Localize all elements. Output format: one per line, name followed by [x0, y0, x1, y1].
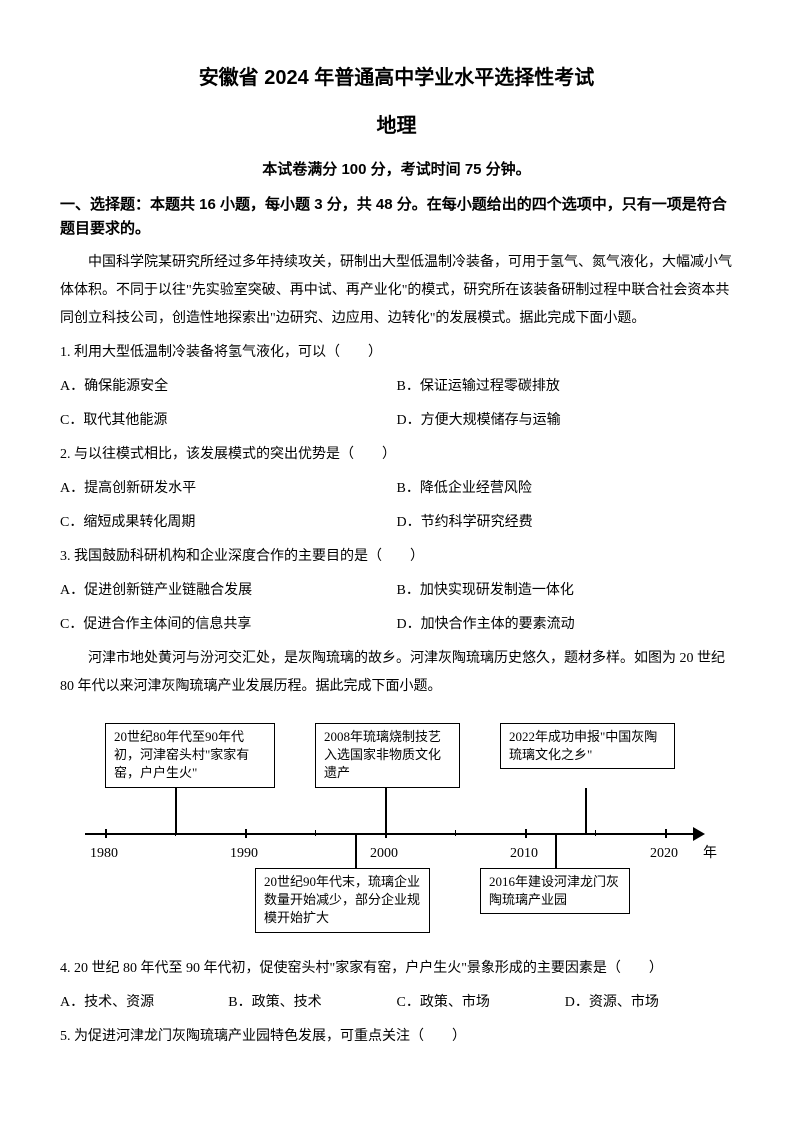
q2-stem: 2. 与以往模式相比，该发展模式的突出优势是（ ）	[60, 441, 733, 469]
q3-row2: C．促进合作主体间的信息共享 D．加快合作主体的要素流动	[60, 611, 733, 639]
q1-option-a: A．确保能源安全	[60, 373, 397, 401]
q2-option-c: C．缩短成果转化周期	[60, 509, 397, 537]
q3-option-d: D．加快合作主体的要素流动	[397, 611, 734, 639]
q4-option-d: D．资源、市场	[565, 989, 733, 1017]
tick-1990	[245, 829, 247, 838]
passage2: 河津市地处黄河与汾河交汇处，是灰陶琉璃的故乡。河津灰陶琉璃历史悠久，题材多样。如…	[60, 645, 733, 701]
q2-row1: A．提高创新研发水平 B．降低企业经营风险	[60, 475, 733, 503]
tick-2000	[385, 829, 387, 838]
timeline-diagram: 20世纪80年代至90年代初，河津窑头村"家家有窑，户户生火" 2008年琉璃烧…	[85, 713, 725, 943]
connector2	[385, 788, 387, 833]
q3-stem: 3. 我国鼓励科研机构和企业深度合作的主要目的是（ ）	[60, 543, 733, 571]
section1-header: 一、选择题：本题共 16 小题，每小题 3 分，共 48 分。在每小题给出的四个…	[60, 193, 733, 241]
timeline-axis	[85, 833, 695, 835]
q3-row1: A．促进创新链产业链融合发展 B．加快实现研发制造一体化	[60, 577, 733, 605]
title-subject: 地理	[60, 108, 733, 144]
tick-1980	[105, 829, 107, 838]
q1-row1: A．确保能源安全 B．保证运输过程零碳排放	[60, 373, 733, 401]
q3-option-a: A．促进创新链产业链融合发展	[60, 577, 397, 605]
connector4	[355, 834, 357, 868]
q4-option-c: C．政策、市场	[397, 989, 565, 1017]
axis-label: 年	[703, 841, 717, 866]
year-1980: 1980	[90, 841, 118, 866]
timeline-box1: 20世纪80年代至90年代初，河津窑头村"家家有窑，户户生火"	[105, 723, 275, 788]
q1-stem: 1. 利用大型低温制冷装备将氢气液化，可以（ ）	[60, 339, 733, 367]
minor-tick	[315, 830, 316, 836]
q2-option-b: B．降低企业经营风险	[397, 475, 734, 503]
connector5	[555, 834, 557, 868]
q1-row2: C．取代其他能源 D．方便大规模储存与运输	[60, 407, 733, 435]
q1-option-d: D．方便大规模储存与运输	[397, 407, 734, 435]
q1-option-b: B．保证运输过程零碳排放	[397, 373, 734, 401]
timeline-box3: 2022年成功申报"中国灰陶琉璃文化之乡"	[500, 723, 675, 769]
minor-tick	[455, 830, 456, 836]
year-2010: 2010	[510, 841, 538, 866]
passage1: 中国科学院某研究所经过多年持续攻关，研制出大型低温制冷装备，可用于氢气、氮气液化…	[60, 249, 733, 333]
q2-option-a: A．提高创新研发水平	[60, 475, 397, 503]
q2-row2: C．缩短成果转化周期 D．节约科学研究经费	[60, 509, 733, 537]
q4-row: A．技术、资源 B．政策、技术 C．政策、市场 D．资源、市场	[60, 989, 733, 1017]
timeline-box5: 2016年建设河津龙门灰陶琉璃产业园	[480, 868, 630, 914]
timeline-box4: 20世纪90年代末，琉璃企业数量开始减少，部分企业规模开始扩大	[255, 868, 430, 933]
q4-stem: 4. 20 世纪 80 年代至 90 年代初，促使窑头村"家家有窑，户户生火"景…	[60, 955, 733, 983]
year-2000: 2000	[370, 841, 398, 866]
q4-option-b: B．政策、技术	[228, 989, 396, 1017]
title-main: 安徽省 2024 年普通高中学业水平选择性考试	[60, 60, 733, 96]
arrow-icon	[693, 827, 705, 841]
q3-option-b: B．加快实现研发制造一体化	[397, 577, 734, 605]
year-1990: 1990	[230, 841, 258, 866]
tick-2010	[525, 829, 527, 838]
q1-option-c: C．取代其他能源	[60, 407, 397, 435]
minor-tick	[595, 830, 596, 836]
timeline-box2: 2008年琉璃烧制技艺入选国家非物质文化遗产	[315, 723, 460, 788]
tick-2020	[665, 829, 667, 838]
q3-option-c: C．促进合作主体间的信息共享	[60, 611, 397, 639]
exam-info: 本试卷满分 100 分，考试时间 75 分钟。	[60, 156, 733, 183]
q2-option-d: D．节约科学研究经费	[397, 509, 734, 537]
minor-tick	[175, 830, 176, 836]
connector1	[175, 788, 177, 833]
connector3	[585, 788, 587, 833]
q4-option-a: A．技术、资源	[60, 989, 228, 1017]
year-2020: 2020	[650, 841, 678, 866]
q5-stem: 5. 为促进河津龙门灰陶琉璃产业园特色发展，可重点关注（ ）	[60, 1023, 733, 1051]
